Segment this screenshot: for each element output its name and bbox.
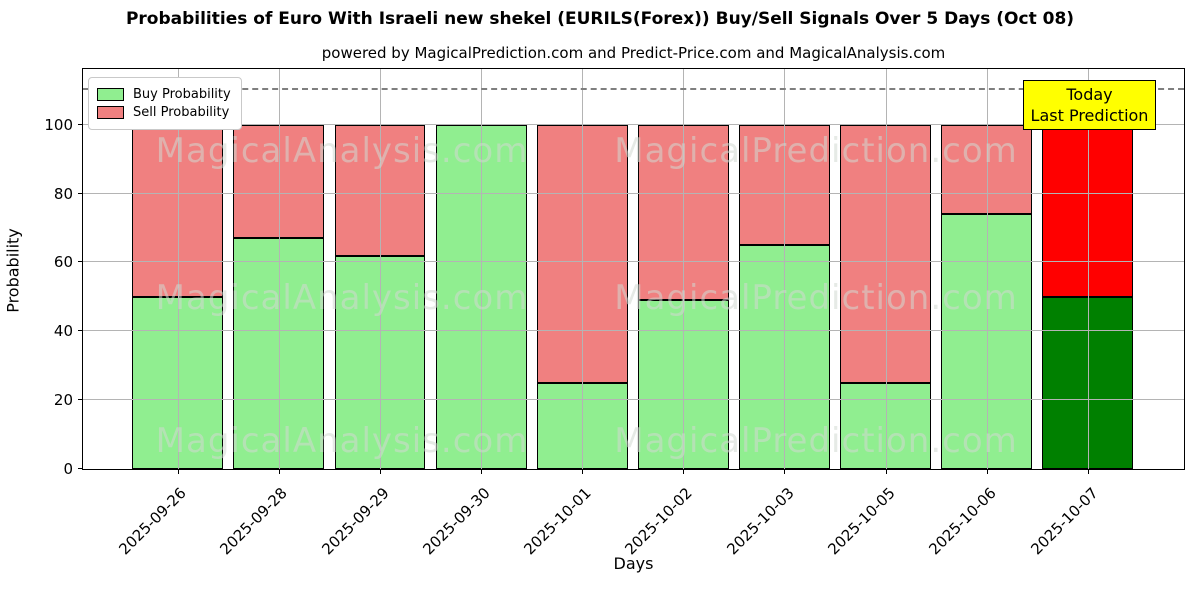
watermark-text: MagicalPrediction.com bbox=[614, 278, 1018, 318]
v-gridline bbox=[481, 69, 483, 469]
y-tick-label: 40 bbox=[53, 322, 73, 341]
y-tick-label: 80 bbox=[53, 184, 73, 203]
x-tick-label: 2025-10-01 bbox=[520, 484, 595, 559]
y-tick-mark bbox=[78, 468, 83, 469]
h-gridline bbox=[83, 330, 1184, 332]
today-annotation-line1: Today bbox=[1066, 85, 1113, 104]
legend-item-sell: Sell Probability bbox=[97, 105, 231, 120]
buy-swatch-icon bbox=[97, 88, 124, 101]
y-tick-label: 60 bbox=[53, 253, 73, 272]
x-tick-label: 2025-09-28 bbox=[216, 484, 291, 559]
y-tick-mark bbox=[78, 192, 83, 194]
x-tick-label: 2025-09-26 bbox=[115, 484, 190, 559]
x-tick-mark bbox=[986, 469, 988, 474]
x-tick-label: 2025-09-30 bbox=[419, 484, 494, 559]
watermark-text: MagicalPrediction.com bbox=[614, 421, 1018, 461]
chart-subtitle: powered by MagicalPrediction.com and Pre… bbox=[321, 44, 946, 62]
x-tick-mark bbox=[885, 469, 887, 474]
h-gridline bbox=[83, 399, 1184, 401]
x-tick-label: 2025-10-02 bbox=[621, 484, 697, 559]
x-tick-label: 2025-10-06 bbox=[925, 484, 1001, 559]
x-tick-mark bbox=[481, 469, 483, 474]
buy-bar-segment bbox=[941, 214, 1033, 469]
buy-bar-segment bbox=[637, 300, 729, 469]
v-gridline bbox=[784, 69, 786, 469]
y-tick-label: 0 bbox=[63, 460, 73, 478]
h-gridline bbox=[83, 123, 1184, 125]
buy-bar-segment bbox=[739, 245, 830, 469]
buy-bar-segment bbox=[233, 238, 325, 469]
dashed-threshold-line bbox=[83, 88, 1184, 91]
y-tick-mark bbox=[78, 261, 83, 263]
y-axis-label: Probability bbox=[3, 228, 23, 313]
sell-bar-segment bbox=[233, 124, 325, 239]
h-gridline bbox=[83, 192, 1184, 194]
x-tick-label: 2025-10-07 bbox=[1027, 484, 1102, 559]
sell-swatch-icon bbox=[97, 106, 124, 119]
legend: Buy Probability Sell Probability bbox=[88, 77, 242, 130]
watermark-text: MagicalAnalysis.com bbox=[155, 131, 529, 171]
v-gridline bbox=[278, 69, 280, 469]
x-tick-mark bbox=[278, 469, 280, 474]
x-tick-label: 2025-10-05 bbox=[824, 484, 899, 559]
v-gridline bbox=[986, 69, 988, 469]
v-gridline bbox=[683, 69, 685, 469]
sell-bar-segment bbox=[739, 124, 830, 246]
legend-buy-label: Buy Probability bbox=[133, 87, 231, 102]
sell-bar-segment bbox=[941, 124, 1033, 215]
today-annotation: Today Last Prediction bbox=[1023, 80, 1156, 130]
sell-bar-segment bbox=[536, 124, 628, 383]
watermark-text: MagicalPrediction.com bbox=[614, 131, 1018, 171]
v-gridline bbox=[1087, 69, 1089, 469]
y-tick-label: 100 bbox=[44, 115, 73, 134]
buy-bar-segment bbox=[435, 124, 527, 469]
x-axis-label: Days bbox=[613, 554, 654, 573]
x-tick-mark bbox=[177, 469, 179, 474]
watermark-text: MagicalAnalysis.com bbox=[155, 421, 529, 461]
plot-area: MagicalAnalysis.com MagicalPrediction.com… bbox=[44, 68, 1185, 478]
x-tick-label: 2025-09-29 bbox=[317, 484, 393, 559]
v-gridline bbox=[885, 69, 887, 469]
y-tick-mark bbox=[78, 330, 83, 332]
v-gridline bbox=[380, 69, 382, 469]
x-tick-label: 2025-10-03 bbox=[723, 484, 798, 559]
y-tick-label: 20 bbox=[53, 391, 73, 410]
x-tick-mark bbox=[380, 469, 382, 474]
y-tick-mark bbox=[78, 123, 83, 125]
sell-bar-segment bbox=[637, 124, 729, 301]
buy-bar-segment bbox=[536, 382, 628, 469]
x-tick-mark bbox=[784, 469, 786, 474]
x-tick-mark bbox=[683, 469, 685, 474]
chart-title: Probabilities of Euro With Israeli new s… bbox=[125, 9, 1075, 29]
y-tick-mark bbox=[78, 399, 83, 401]
watermark-text: MagicalAnalysis.com bbox=[155, 278, 529, 318]
v-gridline bbox=[582, 69, 584, 469]
v-gridline bbox=[177, 69, 179, 469]
x-tick-mark bbox=[582, 469, 584, 474]
x-tick-mark bbox=[1087, 469, 1089, 474]
h-gridline bbox=[83, 261, 1184, 263]
today-annotation-line2: Last Prediction bbox=[1030, 106, 1149, 125]
legend-item-buy: Buy Probability bbox=[97, 87, 231, 102]
legend-sell-label: Sell Probability bbox=[133, 105, 230, 120]
